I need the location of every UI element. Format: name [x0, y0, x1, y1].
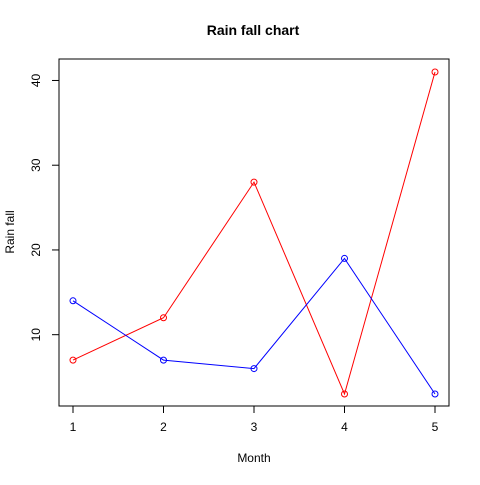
- data-point: [431, 68, 439, 76]
- y-tick-label: 10: [29, 328, 43, 342]
- y-axis: 10 20 30 40: [29, 73, 60, 342]
- data-point: [250, 365, 258, 373]
- x-tick-label: 5: [432, 420, 439, 434]
- series-1: [69, 68, 439, 398]
- plot-frame: [58, 58, 450, 407]
- data-point: [160, 356, 167, 364]
- x-tick-label: 2: [160, 420, 167, 434]
- series-layer: [69, 68, 439, 398]
- data-point: [69, 297, 77, 305]
- data-point: [341, 254, 348, 262]
- y-tick-label: 40: [29, 73, 43, 87]
- x-tick-label: 3: [251, 420, 258, 434]
- x-axis: 1 2 3 4 5: [70, 405, 439, 434]
- data-point: [431, 390, 439, 398]
- y-axis-label: Rain fall: [3, 210, 17, 253]
- x-tick-label: 4: [341, 420, 348, 434]
- x-axis-label: Month: [237, 451, 270, 465]
- y-tick-label: 20: [29, 243, 43, 257]
- y-tick-label: 30: [29, 158, 43, 172]
- data-point: [341, 390, 348, 398]
- chart-title: Rain fall chart: [207, 22, 300, 38]
- data-point: [250, 178, 258, 186]
- series-2: [69, 254, 439, 398]
- series-line: [72, 257, 436, 395]
- data-point: [69, 356, 77, 364]
- data-point: [160, 314, 167, 322]
- x-tick-label: 1: [70, 420, 77, 434]
- series-line: [72, 71, 436, 396]
